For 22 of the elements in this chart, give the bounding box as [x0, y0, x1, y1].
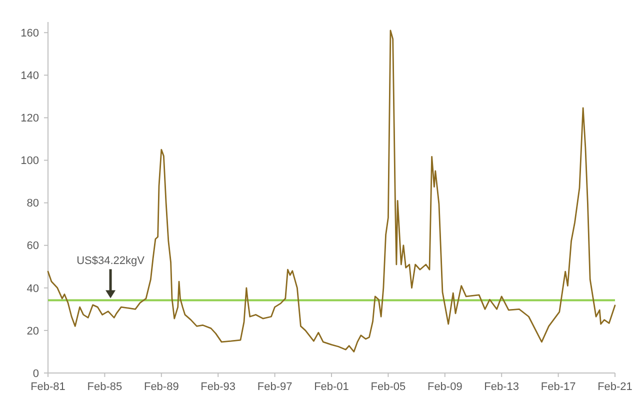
- y-tick-label: 0: [32, 368, 39, 380]
- x-tick-label: Feb-17: [540, 381, 576, 393]
- y-tick-label: 40: [26, 282, 39, 295]
- y-tick-label: 80: [26, 198, 39, 210]
- annotation: US$34.22kgV: [76, 255, 146, 268]
- x-tick-label: Feb-81: [30, 381, 66, 393]
- x-tick-label: Feb-05: [370, 381, 406, 393]
- x-tick-label: Feb-13: [484, 381, 520, 393]
- y-tick-label: 100: [20, 155, 39, 168]
- y-tick-label: 60: [26, 240, 39, 252]
- x-tick-label: Feb-01: [314, 381, 349, 393]
- x-tick-label: Feb-09: [427, 381, 462, 393]
- y-tick-label: 120: [20, 112, 39, 125]
- x-tick-label: Feb-85: [87, 381, 122, 393]
- y-tick-label: 20: [26, 325, 39, 338]
- x-tick-label: Feb-93: [200, 381, 236, 393]
- y-tick-label: 140: [20, 70, 39, 82]
- y-tick-label: 160: [20, 27, 39, 40]
- x-tick-label: Feb-21: [598, 381, 632, 393]
- x-tick-label: Feb-89: [144, 381, 179, 393]
- line-series: [47, 30, 616, 352]
- x-tick-label: Feb-97: [257, 381, 292, 393]
